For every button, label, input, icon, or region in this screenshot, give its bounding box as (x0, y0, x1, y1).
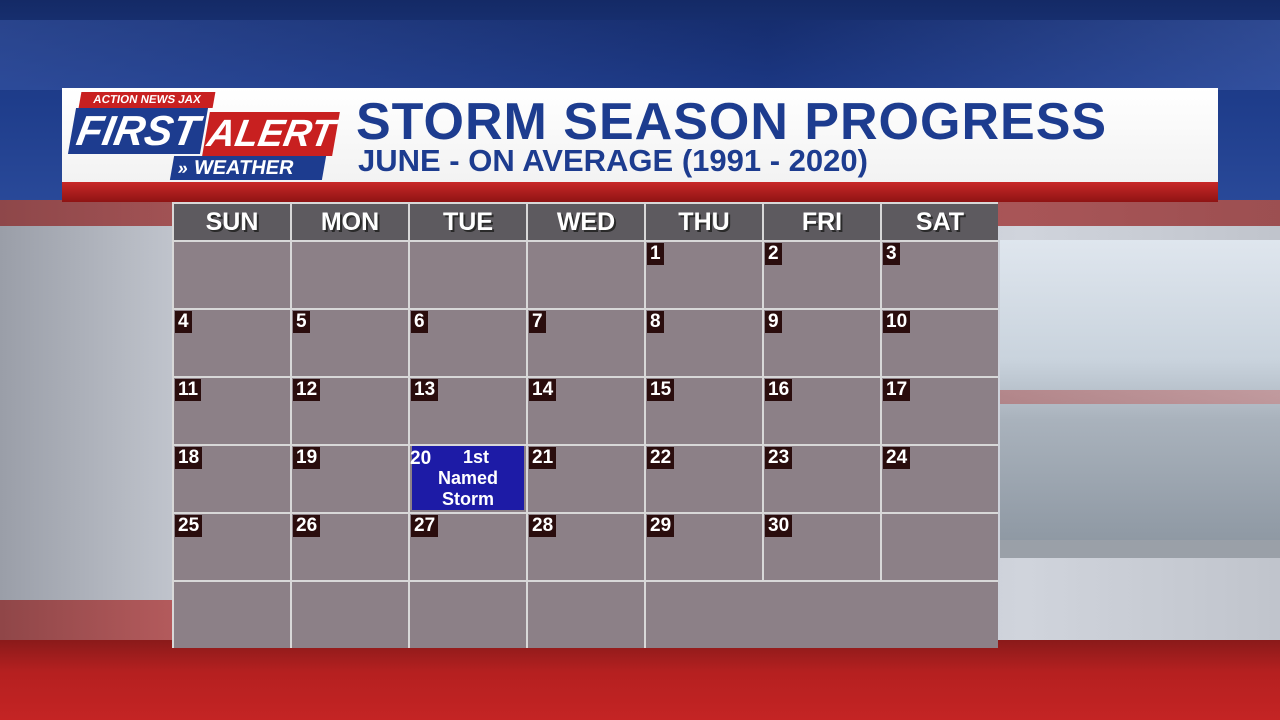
day-number: 22 (647, 447, 675, 469)
calendar-empty-cell (174, 242, 290, 308)
day-number: 1 (647, 243, 664, 265)
calendar-day-cell: 17 (882, 378, 998, 444)
calendar-empty-cell (292, 582, 408, 648)
calendar-day-cell: 22 (646, 446, 762, 512)
page-title: STORM SEASON PROGRESS (356, 93, 1108, 151)
day-number: 26 (293, 515, 321, 537)
calendar-day-cell: 2 (764, 242, 880, 308)
day-number: 21 (529, 447, 557, 469)
logo-weather-bar: » WEATHER (169, 156, 327, 180)
day-number: 24 (883, 447, 911, 469)
calendar-day-cell: 14 (528, 378, 644, 444)
day-number: 3 (883, 243, 900, 265)
calendar-day-cell: 10 (882, 310, 998, 376)
day-number: 9 (765, 311, 782, 333)
day-header-mon: MON (292, 204, 408, 240)
calendar-day-cell: 9 (764, 310, 880, 376)
calendar-day-cell: 5 (292, 310, 408, 376)
day-number: 12 (293, 379, 321, 401)
chevron-right-icon: » (176, 158, 190, 178)
calendar-day-cell: 11 (174, 378, 290, 444)
calendar-day-cell: 12 (292, 378, 408, 444)
calendar-day-cell: 15 (646, 378, 762, 444)
calendar-day-cell: 26 (292, 514, 408, 580)
storm-label-line: 1st (462, 447, 489, 467)
background-stripe (0, 20, 1280, 90)
day-number: 28 (529, 515, 557, 537)
day-number: 27 (411, 515, 439, 537)
storm-date-number: 20 (410, 448, 432, 469)
title-banner-red-stripe (62, 182, 1218, 202)
calendar-day-cell: 21 (528, 446, 644, 512)
background-right-rail (1000, 390, 1280, 404)
first-named-storm-marker: 1st Named Storm (412, 446, 524, 510)
calendar-day-cell: 27 (410, 514, 526, 580)
storm-label-line: Storm (441, 489, 494, 509)
calendar-day-cell: 25 (174, 514, 290, 580)
day-number: 5 (293, 311, 310, 333)
background-bottom-strip (0, 600, 172, 640)
calendar-day-cell: 6 (410, 310, 526, 376)
day-number: 13 (411, 379, 439, 401)
calendar-empty-cell (410, 242, 526, 308)
day-number: 15 (647, 379, 675, 401)
calendar-day-cell: 23 (764, 446, 880, 512)
calendar-empty-cell (410, 582, 526, 648)
calendar-day-cell: 13 (410, 378, 526, 444)
calendar-empty-cell (882, 514, 998, 580)
background-bottom (0, 640, 1280, 720)
calendar-day-cell: 16 (764, 378, 880, 444)
day-header-wed: WED (528, 204, 644, 240)
day-number: 11 (175, 379, 202, 401)
day-number: 18 (175, 447, 203, 469)
background-right-bar (1000, 540, 1280, 558)
calendar-grid: SUN MON TUE WED THU FRI SAT 1 2 3 4 5 6 7 8 9 10 11 12 13 14… (172, 202, 998, 648)
day-number: 10 (883, 311, 911, 333)
day-number: 23 (765, 447, 793, 469)
calendar-empty-cell (646, 582, 998, 648)
day-number: 7 (529, 311, 546, 333)
day-number: 6 (411, 311, 428, 333)
day-number: 8 (647, 311, 664, 333)
calendar-day-cell: 18 (174, 446, 290, 512)
day-number: 14 (529, 379, 557, 401)
calendar-empty-cell (292, 242, 408, 308)
calendar-day-cell: 30 (764, 514, 880, 580)
day-header-sun: SUN (174, 204, 290, 240)
day-header-fri: FRI (764, 204, 880, 240)
day-number: 2 (765, 243, 782, 265)
day-number: 19 (293, 447, 321, 469)
logo-first-word: FIRST (67, 107, 209, 154)
page-subtitle: JUNE - ON AVERAGE (1991 - 2020) (358, 143, 868, 178)
day-header-sat: SAT (882, 204, 998, 240)
storm-label-line: Named (437, 468, 499, 488)
calendar-day-cell: 1 (646, 242, 762, 308)
calendar-day-cell: 19 (292, 446, 408, 512)
day-number: 16 (765, 379, 793, 401)
logo-station-tag: ACTION NEWS JAX (78, 92, 216, 108)
calendar-day-cell: 8 (646, 310, 762, 376)
day-number: 29 (647, 515, 675, 537)
day-number: 17 (883, 379, 911, 401)
day-number: 30 (765, 515, 793, 537)
day-number: 4 (175, 311, 192, 333)
day-header-tue: TUE (410, 204, 526, 240)
calendar-day-cell: 7 (528, 310, 644, 376)
calendar-day-cell: 3 (882, 242, 998, 308)
calendar-empty-cell (528, 242, 644, 308)
calendar-empty-cell (174, 582, 290, 648)
calendar-day-cell: 4 (174, 310, 290, 376)
calendar-day-cell: 29 (646, 514, 762, 580)
calendar-empty-cell (528, 582, 644, 648)
logo-alert-word: ALERT (202, 112, 340, 156)
calendar-day-cell: 28 (528, 514, 644, 580)
day-number: 25 (175, 515, 203, 537)
station-logo: ACTION NEWS JAX FIRST ALERT » WEATHER (67, 92, 340, 184)
calendar-day-cell: 24 (882, 446, 998, 512)
day-header-thu: THU (646, 204, 762, 240)
logo-weather-word: WEATHER (192, 157, 296, 179)
